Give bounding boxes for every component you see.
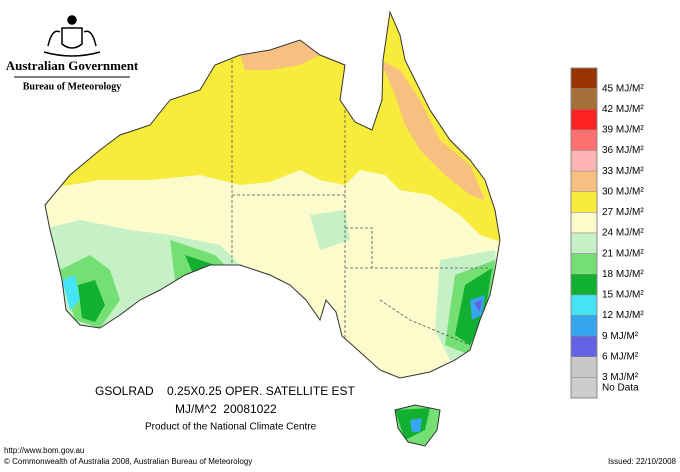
tasmania bbox=[395, 405, 440, 446]
legend-label: 12 MJ/M² bbox=[602, 310, 644, 321]
bureau-name: Bureau of Meteorology bbox=[23, 81, 122, 92]
legend-label: 27 MJ/M² bbox=[602, 207, 644, 218]
government-name: Australian Government bbox=[6, 58, 139, 73]
legend-swatch bbox=[570, 109, 598, 131]
legend-frame bbox=[570, 67, 598, 399]
footer-url[interactable]: http://www.bom.gov.au bbox=[4, 446, 84, 455]
legend-swatch bbox=[570, 356, 598, 378]
caption-line: GSOLRAD 0.25X0.25 OPER. SATELLITE EST bbox=[95, 384, 356, 398]
legend-swatch bbox=[570, 129, 598, 151]
footer-copyright: © Commonwealth of Australia 2008, Austra… bbox=[4, 457, 252, 466]
caption-line: MJ/M^2 20081022 bbox=[175, 402, 277, 416]
tasmania-outline bbox=[394, 404, 441, 447]
legend-label: 3 MJ/M² bbox=[602, 372, 639, 383]
legend-label: 30 MJ/M² bbox=[602, 186, 644, 197]
legend-swatch bbox=[570, 150, 598, 172]
legend-label: 36 MJ/M² bbox=[602, 145, 644, 156]
legend-swatch bbox=[570, 315, 598, 337]
legend-swatch bbox=[570, 335, 598, 357]
legend-label: 33 MJ/M² bbox=[602, 166, 644, 177]
footer-issued: Issued: 22/10/2008 bbox=[608, 457, 677, 466]
legend-swatch bbox=[570, 253, 598, 275]
legend-swatch bbox=[570, 294, 598, 316]
legend-label: 6 MJ/M² bbox=[602, 351, 639, 362]
caption-line: Product of the National Climate Centre bbox=[145, 422, 317, 433]
legend-label: 15 MJ/M² bbox=[602, 290, 644, 301]
crest bbox=[43, 15, 101, 57]
legend-label: 45 MJ/M² bbox=[602, 83, 644, 94]
legend-label: 21 MJ/M² bbox=[602, 248, 644, 259]
legend-label: 39 MJ/M² bbox=[602, 125, 644, 136]
legend-label: No Data bbox=[602, 382, 639, 393]
legend-label: 42 MJ/M² bbox=[602, 104, 644, 115]
legend-swatch bbox=[570, 274, 598, 296]
legend-label: 18 MJ/M² bbox=[602, 269, 644, 280]
legend-label: 24 MJ/M² bbox=[602, 228, 644, 239]
legend-swatch bbox=[570, 170, 598, 192]
legend-swatch bbox=[570, 88, 598, 110]
legend-swatch bbox=[570, 232, 598, 254]
legend-swatch bbox=[570, 191, 598, 213]
legend-swatch bbox=[570, 377, 598, 399]
legend: 45 MJ/M² 42 MJ/M² 39 MJ/M² 36 MJ/M² 33 MJ/M²… bbox=[570, 67, 644, 399]
legend-swatch bbox=[570, 212, 598, 234]
legend-label: 9 MJ/M² bbox=[602, 331, 639, 342]
legend-swatch bbox=[570, 67, 598, 89]
